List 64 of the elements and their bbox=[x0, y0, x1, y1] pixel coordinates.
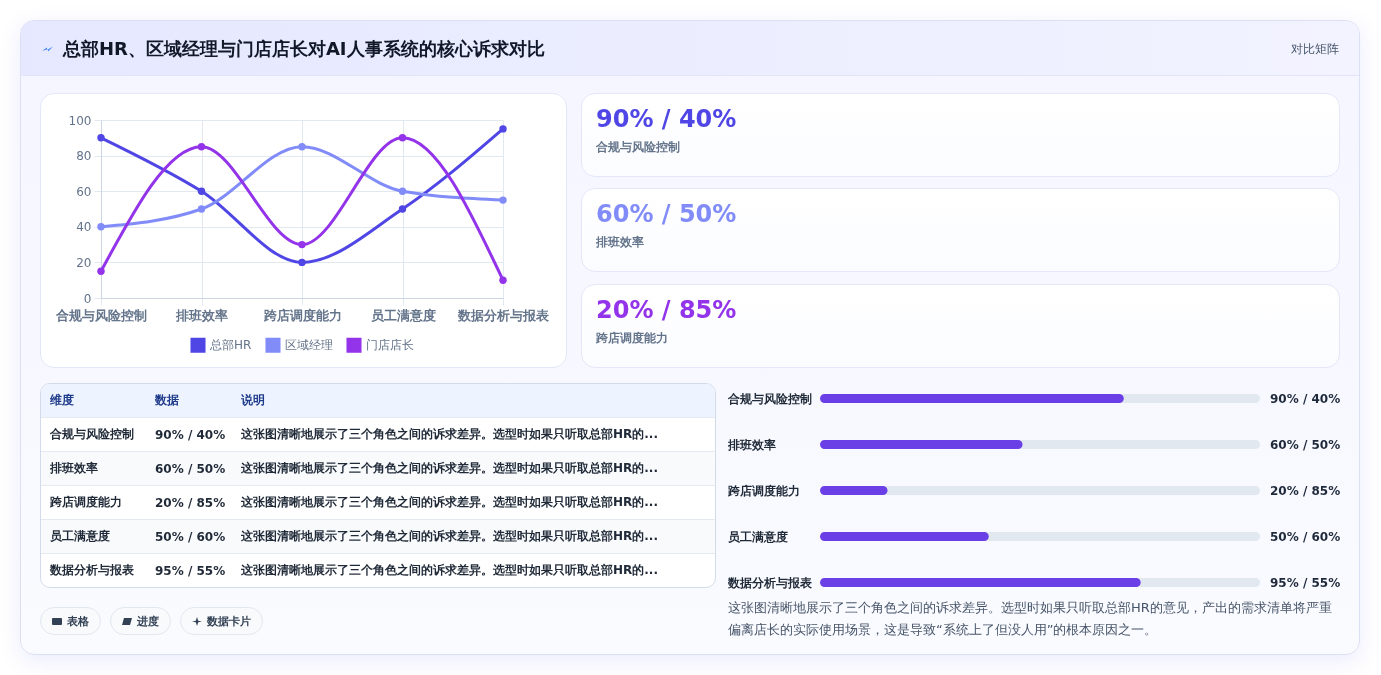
legend-label: 门店店长 bbox=[366, 338, 414, 353]
text: 维度 bbox=[49, 392, 75, 409]
data-label: 95% / 55% bbox=[1270, 575, 1341, 590]
y-tick-label: 跨店调度能力 bbox=[727, 483, 800, 498]
text: 这张图清晰地展示了三个角色之间的诉求差异。选型时如果只听取总部HR的... bbox=[241, 427, 658, 441]
x-tick-label: 数据分析与报表 bbox=[457, 307, 550, 323]
bar bbox=[820, 486, 888, 495]
point bbox=[398, 205, 407, 213]
text: 进度 bbox=[137, 613, 159, 629]
text: 95% / 55% bbox=[155, 563, 226, 578]
text: 这张图清晰地展示了三个角色之间的诉求差异。选型时如果只听取总部HR的... bbox=[241, 495, 658, 509]
x-tick-label: 员工满意度 bbox=[370, 307, 436, 323]
point bbox=[499, 276, 507, 284]
text: 60% / 50% bbox=[155, 461, 226, 476]
legend-label: 总部HR bbox=[209, 338, 252, 353]
point bbox=[398, 187, 407, 195]
category-label: 数据 bbox=[155, 392, 180, 409]
data-label: 20% / 85% bbox=[1270, 483, 1341, 498]
y-tick-label: 排班效率 bbox=[727, 437, 776, 452]
category-label: 说明 bbox=[241, 392, 266, 409]
y-tick-label: 员工满意度 bbox=[728, 529, 788, 544]
x-tick-label: 合规与风险控制 bbox=[55, 307, 147, 323]
y-tick-label: 20 bbox=[76, 255, 92, 270]
data-label: 60% / 50% bbox=[1270, 437, 1341, 452]
y-tick-label: 40 bbox=[76, 220, 92, 235]
y-tick-label: 100 bbox=[68, 113, 92, 128]
text: 表格 bbox=[67, 613, 89, 629]
text: 这张图清晰地展示了三个角色之间的诉求差异。选型时如果只听取总部HR的... bbox=[241, 529, 658, 543]
text: 对比矩阵 bbox=[1291, 41, 1339, 58]
data-label: 50% / 60% bbox=[1270, 529, 1341, 544]
point bbox=[197, 187, 206, 195]
annotation: 这张图清晰地展示了三个角色之间的诉求差异。选型时如果只听取总部HR的意见，产出的需求清单将严重偏离店长的实际使用场景，这是导致“系统上了但没人用”的根本原因之一。 bbox=[728, 599, 1333, 639]
point bbox=[398, 134, 407, 142]
text: 这张图清晰地展示了三个角色之间的诉求差异。选型时如果只听取总部HR的... bbox=[241, 461, 658, 475]
text: 这张图清晰地展示了三个角色之间的诉求差异。选型时如果只听取总部HR的... bbox=[241, 563, 658, 577]
text: 20% / 85% bbox=[155, 495, 226, 510]
category-label: 跨店调度能力 bbox=[596, 330, 668, 347]
y-tick-label: 60 bbox=[76, 184, 92, 199]
text: 数据卡片 bbox=[207, 613, 251, 629]
category-label: 合规与风险控制 bbox=[596, 139, 680, 156]
text: 90% / 40% bbox=[596, 105, 737, 133]
point bbox=[197, 143, 206, 151]
data-label: 90% / 40% bbox=[1270, 391, 1341, 406]
chart-title: 总部HR、区域经理与门店店长对AI人事系统的核心诉求对比 bbox=[63, 37, 545, 61]
point bbox=[499, 125, 507, 133]
text: 20% / 85% bbox=[596, 296, 737, 324]
point bbox=[197, 205, 206, 213]
point bbox=[97, 134, 105, 142]
x-tick-label: 排班效率 bbox=[175, 307, 228, 323]
y-tick-label: 80 bbox=[76, 149, 92, 164]
category-label: 排班效率 bbox=[596, 234, 644, 251]
point bbox=[298, 143, 306, 151]
point bbox=[298, 258, 306, 267]
legend-label: 区域经理 bbox=[285, 338, 333, 353]
point bbox=[97, 267, 105, 275]
point bbox=[499, 196, 507, 204]
x-tick-label: 跨店调度能力 bbox=[262, 307, 342, 323]
text: 60% / 50% bbox=[596, 200, 737, 228]
y-tick-label: 0 bbox=[83, 291, 92, 306]
y-tick-label: 数据分析与报表 bbox=[727, 575, 813, 590]
point bbox=[298, 240, 306, 249]
text: 50% / 60% bbox=[155, 529, 226, 544]
text: 90% / 40% bbox=[155, 427, 226, 442]
y-tick-label: 合规与风险控制 bbox=[727, 391, 812, 406]
